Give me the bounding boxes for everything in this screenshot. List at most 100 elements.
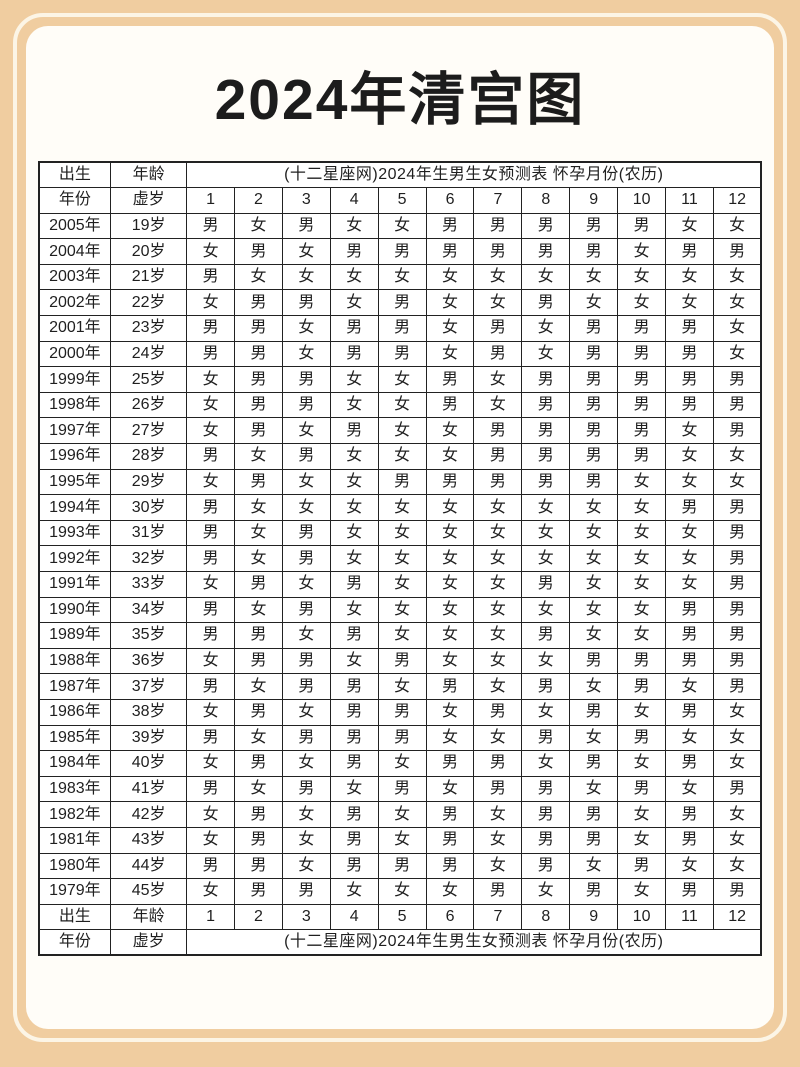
gender-cell-male: 男 [425,826,475,854]
gender-cell-male: 男 [329,698,379,726]
gender-cell-male: 男 [186,673,236,700]
decorative-frame [13,13,787,1042]
age-cell: 43岁 [110,826,188,854]
gender-cell-female: 女 [425,315,475,342]
year-cell: 1994年 [38,494,112,521]
gender-cell-female: 女 [281,801,331,828]
table-row: 1979年 45岁女男男女女女男女男女男男 [38,878,762,905]
page-title: 2024年清宫图 [214,68,586,132]
gender-cell-female: 女 [473,263,523,291]
gender-cell-male: 男 [569,468,619,496]
gender-cell-male: 男 [186,545,236,572]
gender-cell-male: 男 [617,443,667,470]
table-row: 1987年 37岁男女男男女男女男女男女男 [38,673,762,700]
month-number-cell: 3 [281,187,331,214]
table-row: 1982年 42岁女男女男女男女男男女男女 [38,801,762,828]
gender-cell-male: 男 [569,443,619,470]
gender-cell-female: 女 [281,698,331,726]
gender-cell-female: 女 [425,263,475,291]
year-cell: 2004年 [38,238,112,265]
gender-cell-female: 女 [425,443,475,470]
age-cell: 22岁 [110,289,188,317]
gender-cell-male: 男 [281,878,331,905]
gender-cell-male: 男 [521,673,571,700]
gender-cell-male: 男 [712,391,762,419]
gender-cell-male: 男 [186,494,236,521]
gender-cell-male: 男 [569,340,619,368]
gender-cell-male: 男 [569,750,619,777]
gender-cell-male: 男 [569,391,619,419]
gender-cell-female: 女 [473,673,523,700]
gender-cell-female: 女 [665,852,714,880]
gender-cell-male: 男 [329,826,379,854]
gender-cell-female: 女 [281,571,331,598]
gender-cell-female: 女 [186,238,236,265]
gender-cell-female: 女 [329,212,379,240]
gender-cell-female: 女 [329,468,379,496]
gender-cell-female: 女 [617,238,667,265]
gender-cell-female: 女 [377,545,427,572]
gender-cell-female: 女 [712,340,762,368]
year-cell: 2000年 [38,340,112,368]
gender-cell-male: 男 [473,417,523,445]
gender-cell-male: 男 [521,622,571,649]
gender-cell-female: 女 [425,724,475,752]
gender-cell-male: 男 [186,443,236,470]
gender-cell-female: 女 [186,647,236,675]
gender-cell-male: 男 [617,673,667,700]
header-nominal-age-label: 虚岁 [110,187,188,214]
gender-cell-female: 女 [234,494,283,521]
gender-cell-male: 男 [569,826,619,854]
gender-cell-female: 女 [617,826,667,854]
month-number-cell: 7 [473,903,523,931]
gender-cell-female: 女 [521,263,571,291]
gender-cell-male: 男 [712,647,762,675]
gender-cell-female: 女 [521,494,571,521]
gender-cell-male: 男 [281,596,331,624]
age-cell: 19岁 [110,212,188,240]
gender-cell-male: 男 [712,775,762,803]
gender-cell-male: 男 [473,878,523,905]
gender-cell-female: 女 [569,622,619,649]
gender-cell-female: 女 [521,315,571,342]
gender-cell-male: 男 [712,545,762,572]
gender-cell-female: 女 [329,878,379,905]
gender-cell-male: 男 [234,571,283,598]
gender-cell-female: 女 [473,494,523,521]
gender-cell-male: 男 [665,366,714,393]
gender-cell-female: 女 [712,750,762,777]
gender-cell-female: 女 [281,494,331,521]
gender-cell-female: 女 [377,596,427,624]
gender-cell-male: 男 [521,212,571,240]
gender-cell-male: 男 [569,315,619,342]
footer-birth-label: 出生 [38,903,112,931]
gender-cell-female: 女 [617,596,667,624]
gender-cell-male: 男 [329,238,379,265]
gender-cell-female: 女 [377,571,427,598]
header-row-2: 年份 虚岁 1 2 3 4 5 6 7 8 9 10 11 12 [38,187,762,214]
gender-cell-male: 男 [473,212,523,240]
month-number-cell: 1 [186,903,236,931]
gender-cell-female: 女 [425,647,475,675]
age-cell: 40岁 [110,750,188,777]
gender-cell-female: 女 [281,417,331,445]
month-number-cell: 2 [234,187,283,214]
year-cell: 1988年 [38,647,112,675]
year-cell: 1989年 [38,622,112,649]
gender-cell-female: 女 [665,519,714,547]
gender-cell-male: 男 [186,852,236,880]
gender-cell-male: 男 [569,238,619,265]
gender-cell-male: 男 [425,238,475,265]
gender-cell-female: 女 [377,622,427,649]
gender-cell-female: 女 [186,391,236,419]
gender-cell-female: 女 [281,263,331,291]
gender-cell-female: 女 [665,571,714,598]
table-row: 1981年 43岁女男女男女男女男男女男女 [38,826,762,854]
gender-cell-male: 男 [329,315,379,342]
gender-cell-female: 女 [329,596,379,624]
table-row: 1993年 31岁男女男女女女女女女女女男 [38,519,762,547]
gender-cell-male: 男 [473,315,523,342]
gender-cell-female: 女 [186,417,236,445]
gender-cell-female: 女 [521,340,571,368]
table-row: 2005年 19岁男女男女女男男男男男女女 [38,212,762,240]
